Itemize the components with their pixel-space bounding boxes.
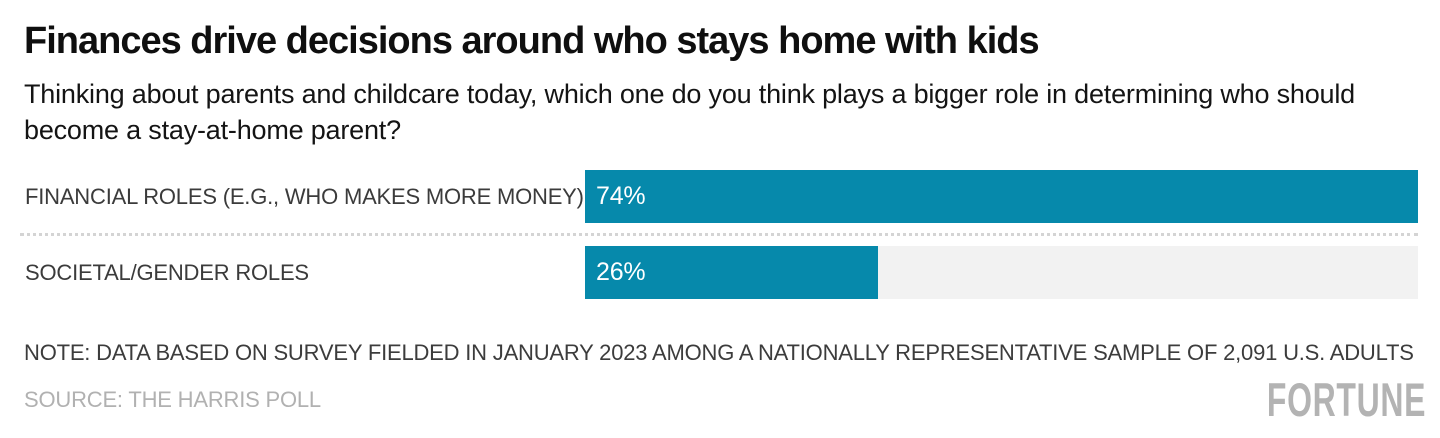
- dotted-row-divider: [20, 233, 1418, 236]
- bar-track-financial-roles: 74%: [585, 170, 1418, 223]
- bar-fill-financial-roles: 74%: [585, 170, 1418, 223]
- bar-fill-societal-gender-roles: 26%: [585, 246, 878, 299]
- bar-row-societal-gender-roles: SOCIETAL/GENDER ROLES 26%: [0, 246, 1440, 299]
- source-text: SOURCE: THE HARRIS POLL: [24, 387, 321, 412]
- bar-value-societal-gender-roles: 26%: [596, 258, 646, 286]
- bar-row-financial-roles: FINANCIAL ROLES (E.G., WHO MAKES MORE MO…: [0, 170, 1440, 223]
- bar-label-societal-gender-roles: SOCIETAL/GENDER ROLES: [25, 259, 309, 285]
- bar-label-financial-roles: FINANCIAL ROLES (E.G., WHO MAKES MORE MO…: [25, 183, 584, 209]
- note-text: NOTE: DATA BASED ON SURVEY FIELDED IN JA…: [24, 340, 1414, 365]
- chart-subtitle: Thinking about parents and childcare tod…: [24, 79, 1355, 145]
- bar-track-societal-gender-roles: 26%: [585, 246, 1418, 299]
- fortune-logo: FORTUNE: [1266, 373, 1426, 426]
- bar-value-financial-roles: 74%: [596, 182, 646, 210]
- page-title: Finances drive decisions around who stay…: [24, 20, 1040, 62]
